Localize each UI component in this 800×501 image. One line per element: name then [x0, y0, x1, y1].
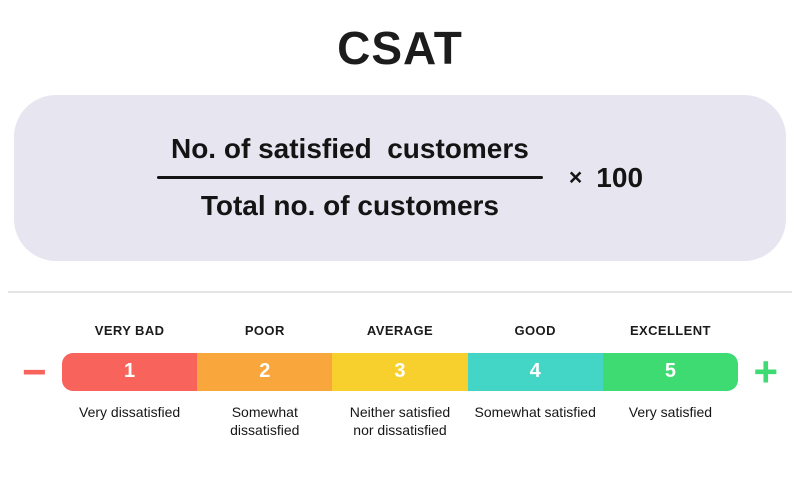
scale-column-excellent: EXCELLENT 5 Very satisfied	[602, 322, 738, 439]
scale-description: Neither satisfied nor dissatisfied	[349, 403, 451, 439]
section-divider	[8, 290, 792, 293]
rating-scale: − VERY BAD 1 Very dissatisfied POOR 2 So…	[0, 323, 800, 439]
formula-denominator: Total no. of customers	[200, 190, 499, 222]
scale-number: 1	[124, 360, 136, 383]
scale-column-very-bad: VERY BAD 1 Very dissatisfied	[62, 322, 198, 439]
scale-number: 3	[394, 360, 406, 383]
formula-card: No. of satisfied customers Total no. of …	[14, 94, 786, 261]
scale-segment: 1	[62, 352, 198, 391]
formula-fraction: No. of satisfied customers Total no. of …	[156, 133, 543, 222]
scale-number: 2	[259, 360, 271, 383]
plus-icon: +	[753, 347, 778, 395]
scale-segment: 3	[332, 352, 468, 391]
scale-label: GOOD	[514, 322, 556, 338]
scale-segment: 2	[197, 352, 333, 391]
scale-grid: VERY BAD 1 Very dissatisfied POOR 2 Some…	[62, 323, 738, 439]
scale-segment: 5	[602, 352, 738, 391]
scale-label: AVERAGE	[366, 322, 434, 338]
scale-column-good: GOOD 4 Somewhat satisfied	[467, 322, 603, 439]
scale-description: Very satisfied	[628, 403, 713, 420]
page-title: CSAT	[337, 22, 463, 74]
scale-label: VERY BAD	[94, 322, 165, 338]
multiplier-value: 100	[596, 161, 644, 193]
fraction-line	[156, 176, 543, 180]
scale-description: Somewhat dissatisfied	[230, 403, 300, 439]
scale-description: Somewhat satisfied	[474, 403, 596, 420]
scale-number: 4	[529, 360, 541, 383]
scale-segment: 4	[467, 352, 603, 391]
scale-number: 5	[664, 360, 676, 383]
minus-icon: −	[22, 347, 47, 395]
times-icon: ×	[568, 164, 583, 191]
scale-column-poor: POOR 2 Somewhat dissatisfied	[197, 322, 333, 439]
scale-label: POOR	[244, 322, 285, 338]
formula-numerator: No. of satisfied customers	[170, 133, 529, 165]
formula-multiplier: × 100	[569, 162, 643, 194]
scale-column-average: AVERAGE 3 Neither satisfied nor dissatis…	[332, 322, 468, 439]
scale-description: Very dissatisfied	[79, 403, 181, 420]
scale-label: EXCELLENT	[629, 322, 711, 338]
